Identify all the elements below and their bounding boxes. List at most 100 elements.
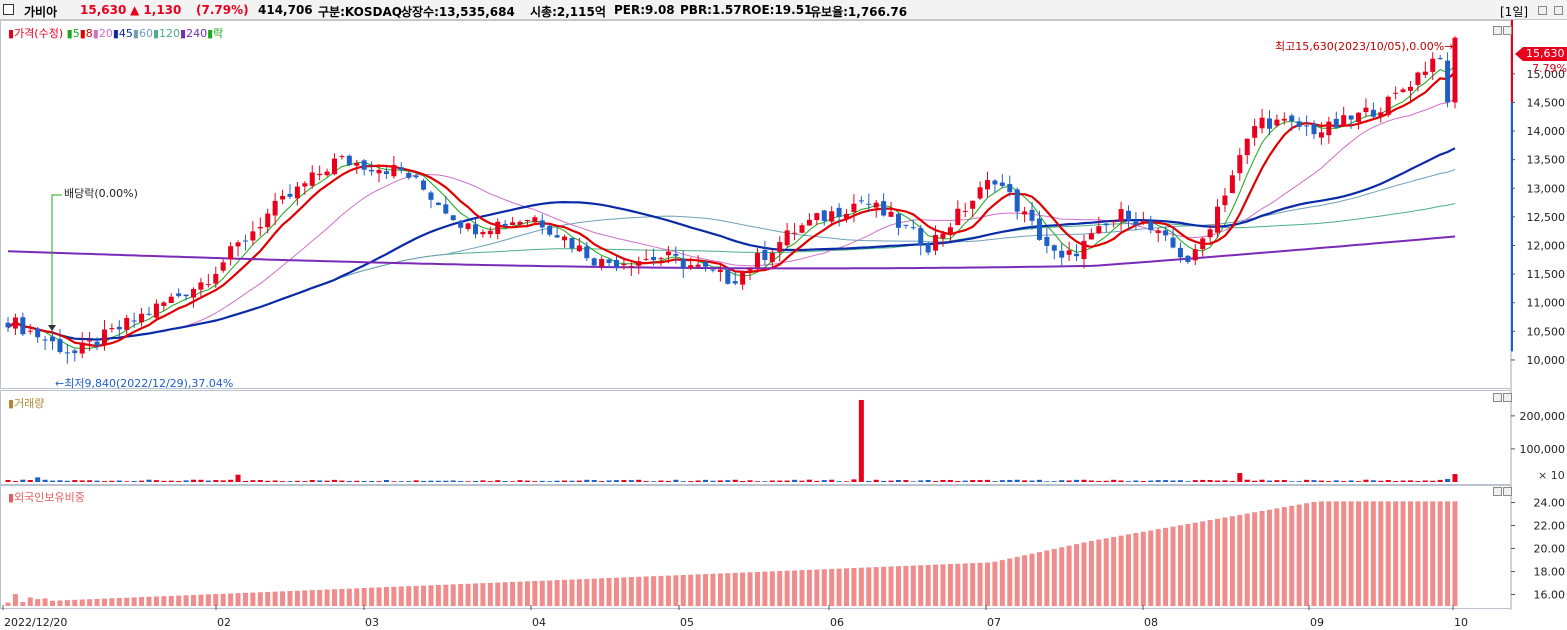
volume-bar xyxy=(153,480,159,482)
candle-body xyxy=(517,221,523,225)
candle-body xyxy=(1348,115,1354,120)
market-cap: 시총:2,115억 xyxy=(530,5,606,19)
foreign-ownership-bar xyxy=(1289,505,1295,606)
volume-bar xyxy=(695,480,701,482)
volume-bar xyxy=(317,480,323,482)
pane2-restore-icon[interactable] xyxy=(1493,393,1502,402)
candle-body xyxy=(450,215,456,221)
dividend-annotation: 배당락(0.00%) xyxy=(64,185,138,201)
candle-body xyxy=(940,233,946,239)
candle-body xyxy=(1081,240,1087,260)
select-checkbox[interactable] xyxy=(3,4,14,15)
foreign-ownership-bar xyxy=(1222,517,1228,606)
price-tick-label-0: 10,000 xyxy=(1527,354,1566,367)
candle-body xyxy=(458,220,464,228)
candle-body xyxy=(1118,209,1124,222)
candle-body xyxy=(918,228,924,246)
volume-bar xyxy=(792,479,798,482)
volume-bar xyxy=(762,481,768,482)
volume-bar xyxy=(1252,480,1258,482)
foreign-ownership-bar xyxy=(569,579,575,606)
foreign-ownership-bar xyxy=(1215,518,1221,606)
pbr-value: PBR:1.57 xyxy=(680,3,742,17)
restore-icon[interactable] xyxy=(1538,6,1547,15)
foreign-ownership-bar xyxy=(844,568,850,606)
close-icon[interactable] xyxy=(1553,6,1563,15)
volume-bar xyxy=(1155,480,1161,482)
pane3-close-icon[interactable] xyxy=(1503,487,1512,496)
foreign-ownership-bar xyxy=(465,583,471,606)
candle-body xyxy=(376,169,382,174)
volume-bar xyxy=(50,480,56,482)
foreign-ownership-bar xyxy=(903,565,909,606)
volume-bar xyxy=(257,480,263,482)
foreign-ownership-bar xyxy=(1118,535,1124,606)
foreign-ownership-bar xyxy=(257,592,263,606)
pane3-restore-icon[interactable] xyxy=(1493,487,1502,496)
foreign-ownership-bar xyxy=(472,583,478,606)
volume-bar xyxy=(777,480,783,482)
foreign-ownership-bar xyxy=(1207,520,1213,606)
volume-bar xyxy=(1118,480,1124,482)
candle-body xyxy=(1274,119,1280,126)
candle-body xyxy=(1244,138,1250,156)
candle-body xyxy=(985,180,991,190)
volume-bar xyxy=(836,481,842,482)
candle-body xyxy=(465,223,471,229)
volume-bar xyxy=(1103,480,1109,482)
volume-bar xyxy=(784,480,790,482)
foreign-ownership-bar xyxy=(421,585,427,606)
volume-bar xyxy=(599,481,605,482)
foreign-ownership-bar xyxy=(821,569,827,606)
volume-bar xyxy=(57,480,63,482)
price-change: ▲ 1,130 xyxy=(130,3,182,17)
volume-bar xyxy=(1192,480,1198,482)
foreign-tick-label-0: 16.00 xyxy=(1534,589,1566,602)
candle-body xyxy=(1222,195,1228,206)
volume-bar xyxy=(1096,480,1102,482)
volume-bar xyxy=(443,480,449,482)
foreign-ownership-bar xyxy=(317,589,323,606)
pane2-close-icon[interactable] xyxy=(1503,393,1512,402)
candle-body xyxy=(146,313,152,315)
candle-body xyxy=(213,273,219,284)
volume-bar xyxy=(280,481,286,482)
candle-body xyxy=(1170,237,1176,248)
candle-body xyxy=(970,200,976,209)
volume-bar xyxy=(591,479,597,482)
candle-body xyxy=(703,261,709,267)
foreign-ownership-bar xyxy=(747,572,753,606)
volume-bar xyxy=(1333,480,1339,482)
candle-body xyxy=(280,195,286,200)
price-legend: ▮가격(수정) ▮5▮8▮20▮45▮60▮120▮240▮락 xyxy=(8,25,223,41)
volume-bar xyxy=(806,479,812,482)
volume-bar xyxy=(1014,479,1020,482)
volume-bar xyxy=(235,474,241,482)
foreign-ownership-bar xyxy=(198,594,204,606)
candle-body xyxy=(829,211,835,222)
foreign-tick-label-3: 22.00 xyxy=(1534,520,1566,533)
foreign-ownership-bar xyxy=(1259,511,1265,606)
pane1-restore-icon[interactable] xyxy=(1493,26,1502,35)
foreign-ownership-bar xyxy=(1422,501,1428,606)
foreign-ownership-bar xyxy=(1266,509,1272,606)
candle-body xyxy=(1252,126,1258,138)
volume-bar xyxy=(1430,480,1436,482)
volume-bar xyxy=(1185,481,1191,482)
candle-body xyxy=(20,317,26,335)
legend-marker-5: ▮ xyxy=(152,27,160,40)
volume-bar xyxy=(970,480,976,482)
window-controls[interactable] xyxy=(1538,4,1563,18)
period-selector[interactable]: [1일] xyxy=(1500,5,1529,19)
volume-bar xyxy=(42,479,48,482)
price-tick-label-7: 13,500 xyxy=(1527,154,1566,167)
foreign-ownership-bar xyxy=(64,600,70,606)
foreign-ownership-bar xyxy=(101,598,107,606)
foreign-ownership-bar xyxy=(1407,501,1413,606)
foreign-ownership-bar xyxy=(539,580,545,606)
pane1-close-icon[interactable] xyxy=(1503,26,1512,35)
date-tick-label-8: 09 xyxy=(1310,616,1324,629)
foreign-ownership-bar xyxy=(799,570,805,606)
volume-bar xyxy=(539,480,545,482)
